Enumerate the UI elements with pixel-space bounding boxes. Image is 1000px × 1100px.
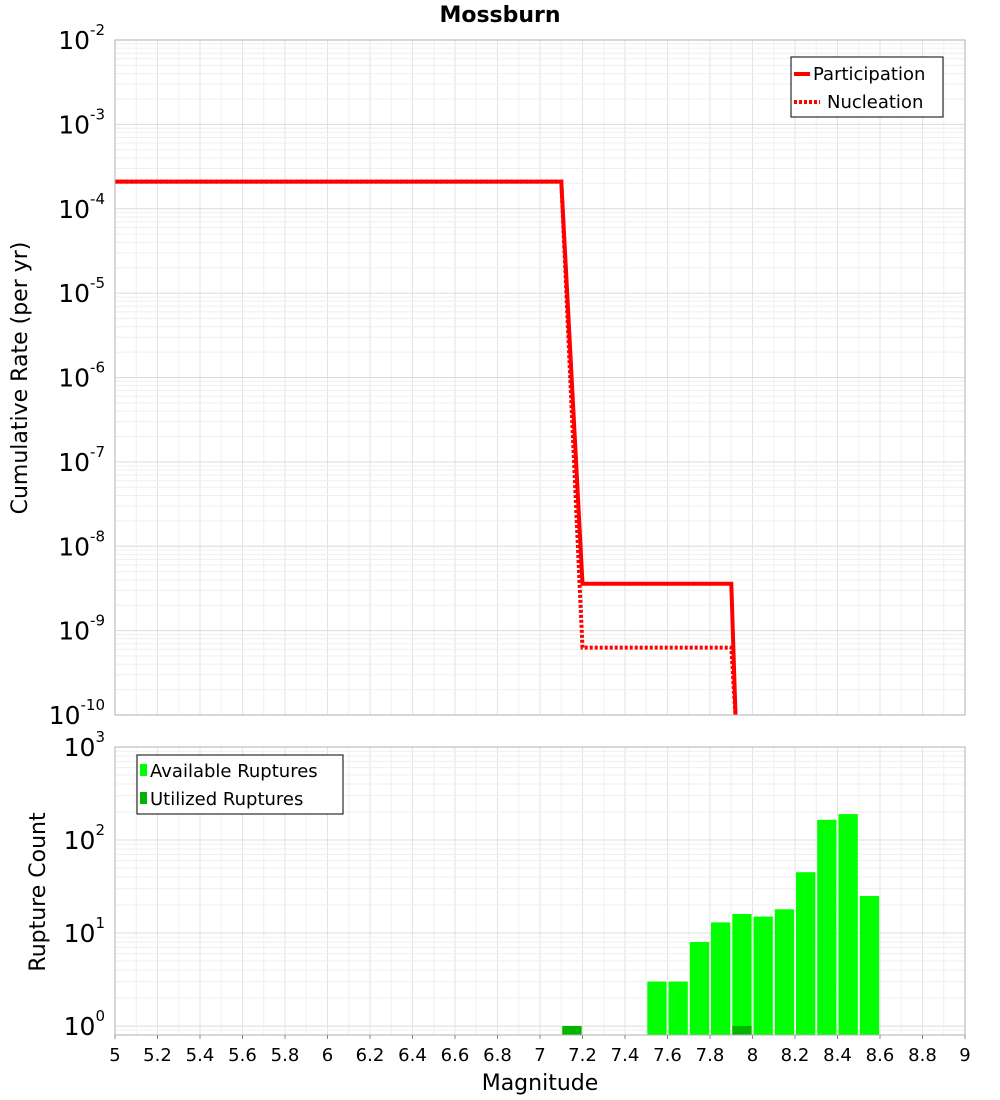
legend-available-label: Available Ruptures xyxy=(150,761,318,782)
bar-available xyxy=(817,819,837,1035)
legend-utilized-swatch xyxy=(140,792,147,804)
series-line-participation xyxy=(115,179,738,716)
x-tick-label: 9 xyxy=(959,1045,970,1066)
y-tick-label: 10-6 xyxy=(58,359,105,393)
legend-nucleation-label: Nucleation xyxy=(827,92,923,113)
x-tick-label: 7 xyxy=(534,1045,545,1066)
bar-available xyxy=(689,942,710,1035)
y-tick-label: 10-3 xyxy=(58,105,105,139)
x-tick-label: 5.8 xyxy=(271,1045,300,1066)
bar-available xyxy=(838,814,858,1035)
y-tick-label: 10-5 xyxy=(58,274,105,308)
x-tick-label: 8.8 xyxy=(908,1045,937,1066)
y-tick-label: 100 xyxy=(64,1007,105,1041)
x-tick-label: 8.2 xyxy=(781,1045,810,1066)
bar-available xyxy=(711,922,731,1035)
x-tick-label: 6 xyxy=(322,1045,333,1066)
bar-utilized xyxy=(732,1026,752,1035)
bar-utilized xyxy=(562,1026,582,1035)
x-tick-label: 8 xyxy=(747,1045,758,1066)
top-legend-box xyxy=(790,56,944,118)
bar-available xyxy=(796,872,816,1035)
x-tick-label: 5.6 xyxy=(228,1045,257,1066)
top-y-axis-label: Cumulative Rate (per yr) xyxy=(8,242,33,515)
top-plot-grid xyxy=(114,40,966,716)
x-tick-label: 7.2 xyxy=(568,1045,597,1066)
x-tick-label: 7.8 xyxy=(696,1045,725,1066)
y-tick-label: 102 xyxy=(64,821,105,855)
y-tick-label: 10-7 xyxy=(58,443,105,477)
bar-available xyxy=(668,981,688,1035)
top-plot-series xyxy=(115,179,738,716)
top-plot-frame xyxy=(114,39,966,716)
x-tick-label: 6.2 xyxy=(356,1045,385,1066)
legend-utilized-label: Utilized Ruptures xyxy=(150,789,303,810)
x-tick-label: 8.6 xyxy=(866,1045,895,1066)
bottom-legend: Available Ruptures Utilized Ruptures xyxy=(136,754,344,815)
bar-available xyxy=(774,909,795,1035)
chart-title: Mossburn xyxy=(439,3,560,28)
y-tick-label: 10-4 xyxy=(58,190,105,224)
x-tick-label: 6.6 xyxy=(441,1045,470,1066)
x-axis-label: Magnitude xyxy=(482,1071,599,1096)
bottom-plot-bars xyxy=(562,814,880,1035)
top-y-ticks: 10-10 10-9 10-8 10-7 10-6 10-5 10-4 10-3 10-2 xyxy=(49,21,105,730)
x-tick-label: 7.6 xyxy=(653,1045,682,1066)
bar-available xyxy=(647,981,667,1035)
top-legend: Participation Nucleation xyxy=(790,56,944,118)
x-ticks: 5 5.2 5.4 5.6 5.8 6 6.2 6.4 6.6 6.8 7 7.2 7.4 7.6 7.8 8… xyxy=(109,1035,971,1066)
x-tick-label: 7.4 xyxy=(611,1045,640,1066)
y-tick-label: 10-2 xyxy=(58,21,105,55)
x-tick-label: 8.4 xyxy=(823,1045,852,1066)
bottom-y-axis-label: Rupture Count xyxy=(26,812,51,972)
bottom-legend-box xyxy=(136,754,344,815)
y-tick-label: 10-10 xyxy=(49,696,105,730)
x-tick-label: 5.4 xyxy=(186,1045,215,1066)
y-tick-label: 10-8 xyxy=(58,527,105,561)
x-tick-label: 6.4 xyxy=(398,1045,427,1066)
bar-available xyxy=(732,914,752,1035)
legend-available-swatch xyxy=(140,764,147,776)
bottom-y-ticks: 100 101 102 103 xyxy=(64,728,105,1041)
bar-available xyxy=(859,896,880,1035)
x-tick-label: 5 xyxy=(109,1045,120,1066)
legend-participation-label: Participation xyxy=(813,64,925,85)
bar-available xyxy=(753,916,773,1035)
y-tick-label: 103 xyxy=(64,728,105,762)
x-tick-label: 6.8 xyxy=(483,1045,512,1066)
y-tick-label: 10-9 xyxy=(58,612,105,646)
y-tick-label: 101 xyxy=(64,914,105,948)
x-tick-label: 5.2 xyxy=(143,1045,172,1066)
